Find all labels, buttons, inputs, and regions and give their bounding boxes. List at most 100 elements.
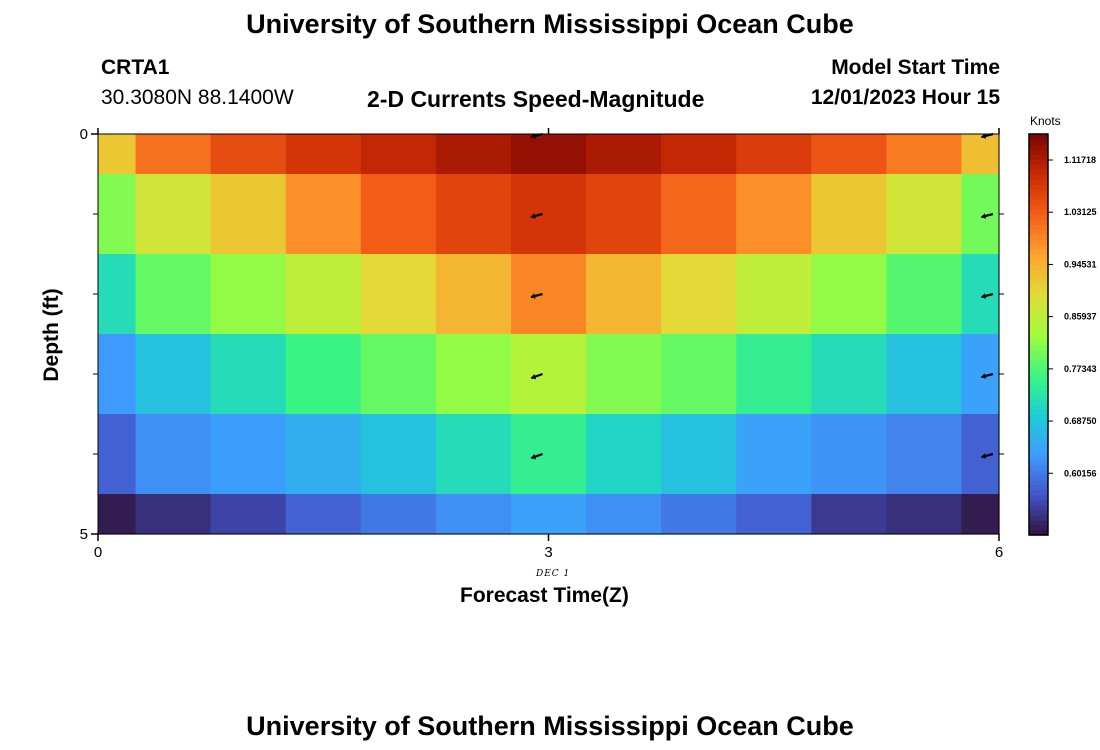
colorbar-tick-label: 0.68750 — [1064, 416, 1097, 426]
heatmap-cell — [435, 334, 512, 415]
heatmap-cell — [886, 334, 963, 415]
colorbar-segment — [1029, 474, 1048, 481]
heatmap-cell — [661, 334, 737, 415]
heatmap-cell — [886, 174, 963, 255]
heatmap-cell — [661, 414, 737, 495]
x-axis-title: Forecast Time(Z) — [460, 584, 629, 607]
colorbar-segment — [1029, 259, 1048, 265]
colorbar-segment — [1029, 219, 1048, 225]
heatmap-cell — [210, 254, 287, 335]
heatmap-cell — [961, 414, 1000, 495]
colorbar-segment — [1029, 414, 1048, 421]
colorbar-segment — [1029, 404, 1048, 411]
heatmap-cell — [661, 134, 737, 175]
colorbar-segment — [1029, 379, 1048, 386]
heatmap-cell — [886, 494, 963, 535]
colorbar-segment — [1029, 459, 1048, 466]
colorbar-segment — [1029, 479, 1048, 486]
colorbar-segment — [1029, 244, 1048, 250]
heatmap-cell — [135, 494, 212, 535]
heatmap-cell — [586, 134, 662, 175]
colorbar-segment — [1029, 419, 1048, 426]
colorbar-segment — [1029, 189, 1048, 195]
colorbar-tick-label: 1.11718 — [1064, 155, 1096, 165]
heatmap-cell — [135, 174, 212, 255]
current-vector-arrow — [530, 132, 543, 139]
colorbar-tick-label: 0.60156 — [1064, 468, 1097, 478]
heatmap-cell — [886, 414, 963, 495]
colorbar-segment — [1029, 254, 1048, 260]
colorbar-segment — [1029, 264, 1048, 270]
heatmap-cell — [961, 494, 1000, 535]
heatmap-cell — [510, 414, 587, 495]
colorbar-segment — [1029, 409, 1048, 416]
heatmap-cell — [586, 174, 662, 255]
station-location: 30.3080N 88.1400W — [101, 86, 294, 109]
current-vector-arrow — [530, 292, 543, 299]
heatmap-cell — [586, 414, 662, 495]
heatmap-cell — [435, 414, 512, 495]
heatmap-cell — [98, 494, 137, 535]
colorbar-segment — [1029, 399, 1048, 406]
current-vector-arrow — [530, 452, 543, 460]
colorbar-tick-label: 1.03125 — [1064, 207, 1097, 217]
heatmap-cell — [510, 254, 587, 335]
current-vector-arrow — [981, 452, 994, 459]
colorbar-segment — [1029, 209, 1048, 215]
heatmap-cell — [210, 134, 287, 175]
colorbar-segment — [1029, 284, 1048, 290]
heatmap-cell — [210, 414, 287, 495]
colorbar-segment — [1029, 179, 1048, 185]
y-tick-label: 5 — [80, 526, 88, 543]
heatmap-cell — [661, 254, 737, 335]
colorbar-segment — [1029, 144, 1048, 150]
colorbar-segment — [1029, 394, 1048, 401]
colorbar-segment — [1029, 214, 1048, 220]
current-vector-arrow — [981, 212, 994, 219]
heatmap-cell — [98, 134, 137, 175]
heatmap-cell — [210, 334, 287, 415]
heatmap-cell — [961, 134, 1000, 175]
colorbar-segment — [1029, 164, 1048, 170]
x-tick-label: 6 — [995, 544, 1003, 561]
colorbar-segment — [1029, 434, 1048, 441]
colorbar-segment — [1029, 504, 1048, 511]
colorbar-unit: Knots — [1030, 114, 1061, 128]
x-tick-label: 3 — [544, 544, 552, 561]
colorbar-segment — [1029, 139, 1048, 145]
heatmap-cell — [586, 494, 662, 535]
colorbar-segment — [1029, 349, 1048, 356]
colorbar-segment — [1029, 384, 1048, 391]
colorbar-segment — [1029, 369, 1048, 376]
heatmap-cell — [135, 134, 212, 175]
heatmap-cell — [435, 174, 512, 255]
colorbar-segment — [1029, 169, 1048, 175]
station-id: CRTA1 — [101, 56, 170, 79]
chart-title: University of Southern Mississippi Ocean… — [246, 9, 854, 39]
heatmap-cell — [435, 254, 512, 335]
heatmap-cell — [510, 134, 587, 175]
colorbar-segment — [1029, 364, 1048, 371]
colorbar-segment — [1029, 354, 1048, 361]
colorbar-segment — [1029, 444, 1048, 451]
heatmap-cell — [811, 414, 887, 495]
heatmap-cell — [135, 414, 212, 495]
colorbar-segment — [1029, 449, 1048, 456]
colorbar-segment — [1029, 134, 1048, 140]
colorbar-segment — [1029, 514, 1048, 521]
colorbar-segment — [1029, 344, 1048, 351]
heatmap-plot: 0 3 605 — [80, 126, 1004, 561]
heatmap-cell — [886, 134, 963, 175]
current-vector-arrow — [530, 372, 543, 380]
colorbar-frame — [1028, 133, 1049, 536]
heatmap-cell — [510, 494, 587, 535]
colorbar-segment — [1029, 289, 1048, 295]
colorbar-segment — [1029, 439, 1048, 446]
colorbar-segment — [1029, 154, 1048, 160]
heatmap-cell — [811, 494, 887, 535]
y-axis-title: Depth (ft) — [40, 288, 63, 382]
colorbar-segment — [1029, 314, 1048, 321]
footer-title: University of Southern Mississippi Ocean… — [246, 711, 854, 741]
heatmap-cell — [98, 174, 137, 255]
heatmap-cell — [886, 254, 963, 335]
